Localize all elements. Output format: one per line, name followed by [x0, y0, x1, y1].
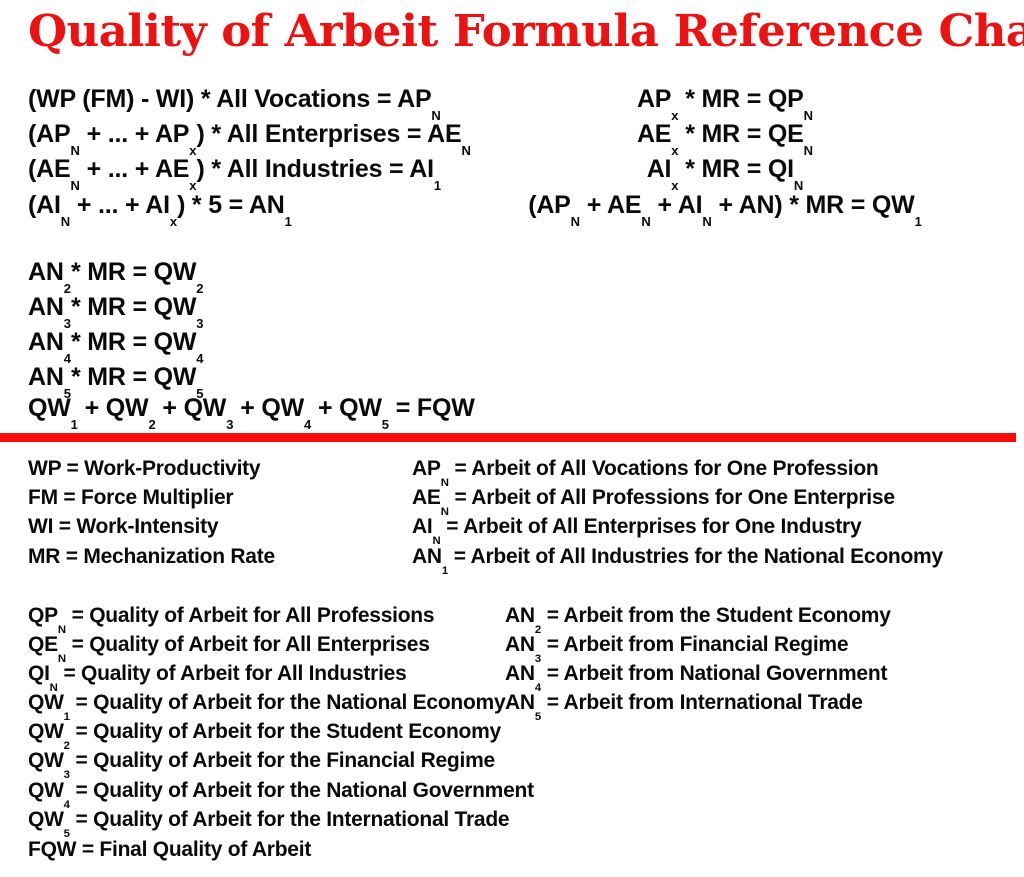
- subscript: N: [440, 506, 449, 519]
- subscript: N: [57, 653, 67, 666]
- subscript: 5: [196, 386, 204, 402]
- an-2-legend: AN2 = Arbeit from the Student Economy: [505, 604, 891, 637]
- qi-n-definition: AIx * MR = QIN: [646, 155, 804, 194]
- subscript: N: [60, 214, 71, 230]
- subscript: N: [70, 178, 80, 194]
- subscript: 5: [381, 417, 390, 433]
- subscript: N: [49, 682, 58, 695]
- subscript: 5: [63, 828, 70, 841]
- fqw-legend: FQW = Final Quality of Arbeit: [28, 838, 312, 861]
- ae-n-definition: (APN + ... + APx) * All Enterprises = AE…: [28, 120, 471, 159]
- qw-4-definition: AN4* MR = QW4: [28, 328, 204, 367]
- subscript: N: [793, 178, 804, 194]
- subscript: 1: [63, 711, 70, 724]
- ae-n-legend: AEN = Arbeit of All Professions for One …: [412, 486, 895, 519]
- subscript: 2: [63, 281, 71, 297]
- an-4-legend: AN4 = Arbeit from National Government: [505, 662, 888, 695]
- subscript: 1: [441, 565, 449, 578]
- wi-legend: WI = Work-Intensity: [28, 515, 219, 538]
- subscript: 3: [226, 417, 234, 433]
- subscript: 3: [63, 316, 71, 332]
- ai-1-definition: (AEN + ... + AEx) * All Industries = AI1: [28, 155, 442, 194]
- subscript: 3: [196, 316, 204, 332]
- subscript: N: [432, 535, 441, 548]
- page-title: Quality of Arbeit Formula Reference Char…: [28, 6, 1024, 57]
- qw-1-definition: (APN + AEN + AIN + AN) * MR = QW1: [528, 191, 922, 230]
- subscript: 3: [63, 769, 70, 782]
- qw-5-legend: QW5 = Quality of Arbeit for the Internat…: [28, 808, 510, 841]
- subscript: 4: [63, 351, 71, 367]
- qw-1-legend: QW1 = Quality of Arbeit for the National…: [28, 691, 506, 724]
- wp-legend: WP = Work-Productivity: [28, 457, 261, 480]
- fqw-definition: QW1 + QW2 + QW3 + QW4 + QW5 = FQW: [28, 394, 475, 433]
- subscript: 2: [196, 281, 204, 297]
- subscript: 3: [534, 653, 542, 666]
- qw-4-legend: QW4 = Quality of Arbeit for the National…: [28, 779, 534, 812]
- ai-n-legend: AIN = Arbeit of All Enterprises for One …: [412, 515, 862, 548]
- qe-n-legend: QEN = Quality of Arbeit for All Enterpri…: [28, 633, 430, 666]
- subscript: N: [70, 143, 80, 159]
- subscript: N: [803, 143, 814, 159]
- subscript: 4: [196, 351, 204, 367]
- qw-3-legend: QW3 = Quality of Arbeit for the Financia…: [28, 749, 495, 782]
- qw-2-legend: QW2 = Quality of Arbeit for the Student …: [28, 720, 501, 753]
- subscript: 5: [534, 711, 542, 724]
- subscript: N: [702, 214, 712, 230]
- qw-2-definition: AN2* MR = QW2: [28, 258, 204, 297]
- subscript: 4: [534, 682, 542, 695]
- mr-legend: MR = Mechanization Rate: [28, 545, 275, 568]
- subscript: N: [570, 214, 581, 230]
- subscript: 4: [63, 799, 70, 812]
- subscript: 2: [63, 740, 70, 753]
- qi-n-legend: QIN = Quality of Arbeit for All Industri…: [28, 662, 407, 695]
- subscript: 1: [914, 214, 922, 230]
- subscript: N: [803, 108, 814, 124]
- subscript: x: [169, 214, 178, 230]
- subscript: 2: [534, 624, 542, 637]
- subscript: 1: [433, 178, 442, 194]
- an-1-definition: (AIN + ... + AIx) * 5 = AN1: [28, 191, 292, 230]
- subscript: N: [57, 624, 67, 637]
- ap-n-legend: APN = Arbeit of All Vocations for One Pr…: [412, 457, 879, 490]
- subscript: x: [671, 108, 679, 124]
- subscript: 1: [284, 214, 292, 230]
- ap-n-definition: (WP (FM) - WI) * All Vocations = APN: [28, 85, 441, 124]
- subscript: N: [440, 477, 449, 490]
- subscript: x: [189, 143, 197, 159]
- qw-3-definition: AN3* MR = QW3: [28, 293, 204, 332]
- an-5-legend: AN5 = Arbeit from International Trade: [505, 691, 863, 724]
- subscript: 4: [304, 417, 312, 433]
- an-3-legend: AN3 = Arbeit from Financial Regime: [505, 633, 849, 666]
- subscript: 5: [63, 386, 71, 402]
- an-1-legend: AN1 = Arbeit of All Industries for the N…: [412, 545, 943, 578]
- qw-5-definition: AN5* MR = QW5: [28, 363, 204, 402]
- fm-legend: FM = Force Multiplier: [28, 486, 234, 509]
- section-divider: [0, 433, 1016, 442]
- subscript: N: [641, 214, 651, 230]
- subscript: 1: [70, 417, 78, 433]
- subscript: x: [671, 143, 679, 159]
- subscript: 2: [148, 417, 156, 433]
- subscript: N: [461, 143, 471, 159]
- subscript: N: [431, 108, 441, 124]
- qe-n-definition: AEx * MR = QEN: [636, 120, 814, 159]
- qp-n-definition: APx * MR = QPN: [636, 85, 814, 124]
- subscript: x: [671, 178, 679, 194]
- subscript: x: [189, 178, 197, 194]
- qp-n-legend: QPN = Quality of Arbeit for All Professi…: [28, 604, 435, 637]
